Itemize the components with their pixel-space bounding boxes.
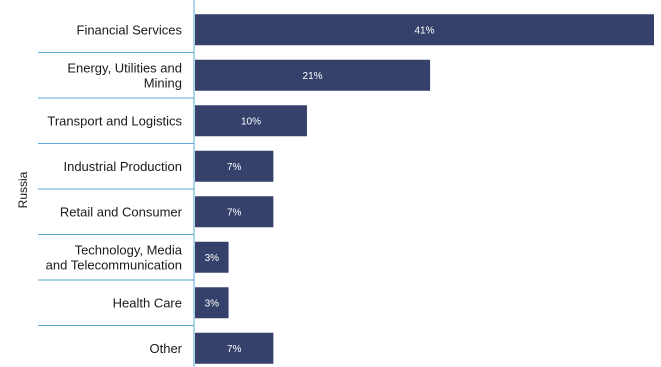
bar <box>195 196 274 228</box>
bars: 41% 21% 10% 7% 7% 3% 3% 7% <box>195 14 654 364</box>
data-label: 7% <box>227 207 242 218</box>
category-label: Other <box>149 341 182 356</box>
axis-layer <box>38 0 195 367</box>
data-label: 10% <box>241 116 261 127</box>
data-label: 3% <box>205 298 220 309</box>
bar <box>195 150 274 182</box>
bar <box>195 332 274 364</box>
data-label: 3% <box>205 253 220 264</box>
category-label: Financial Services <box>77 22 183 37</box>
bar <box>195 287 229 319</box>
bar <box>195 59 431 91</box>
bar <box>195 105 307 137</box>
data-label: 41% <box>414 25 434 36</box>
bar <box>195 14 654 46</box>
data-label: 7% <box>227 344 242 355</box>
group-label: Russia <box>16 171 30 208</box>
data-label: 21% <box>303 71 323 82</box>
category-labels: Financial Services Energy, Utilities and M… <box>46 22 183 356</box>
data-label: 7% <box>227 162 242 173</box>
category-label: Retail and Consumer <box>60 204 183 219</box>
category-label: Health Care <box>113 295 182 310</box>
category-label: Transport and Logistics <box>47 113 182 128</box>
category-label: Technology, Media and Telecommunication <box>46 242 183 272</box>
bar <box>195 241 229 273</box>
category-label: Industrial Production <box>63 159 182 174</box>
category-label: Energy, Utilities and Mining <box>67 60 182 90</box>
